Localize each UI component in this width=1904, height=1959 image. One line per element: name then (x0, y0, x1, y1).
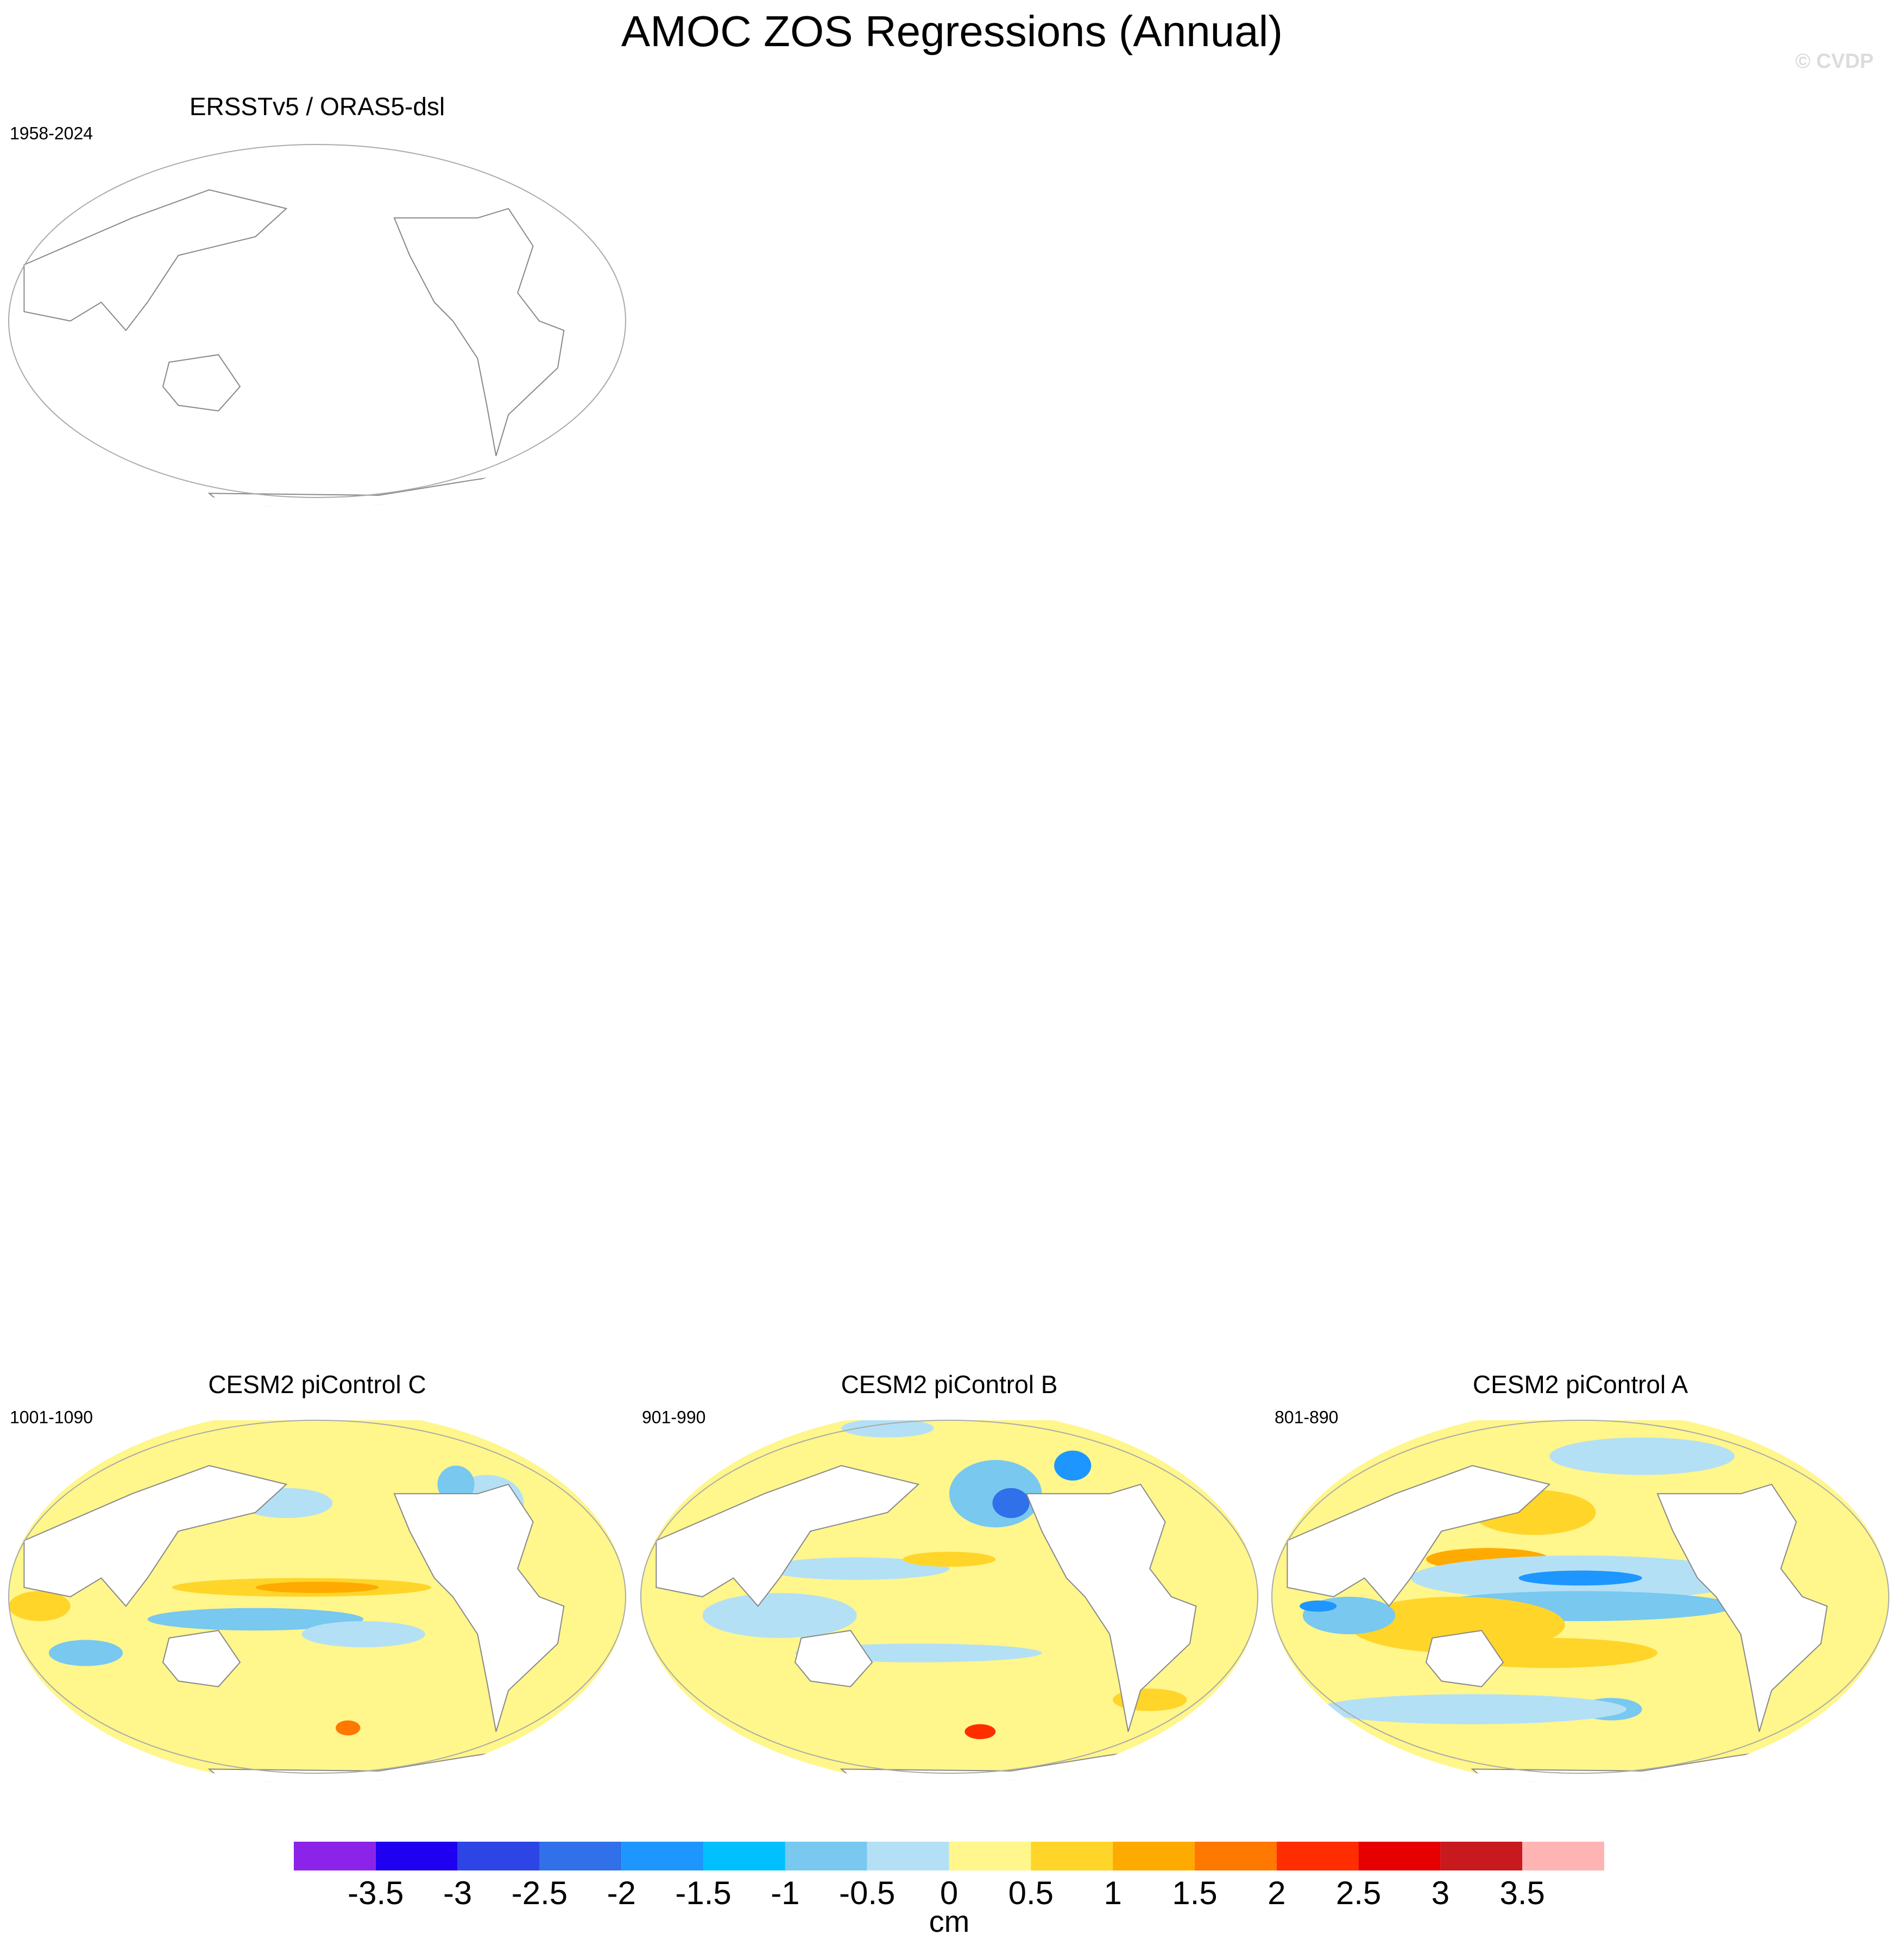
panel-period: 1001-1090 (10, 1407, 93, 1427)
figure-title: AMOC ZOS Regressions (Annual) (621, 7, 1283, 55)
land (393, 207, 565, 456)
land (162, 1630, 241, 1687)
colorbar-tick-label: -0.5 (839, 1875, 895, 1911)
colorbar-tick-label: -1 (771, 1875, 799, 1911)
pole-mask (9, 497, 626, 508)
field-patch (1300, 1600, 1337, 1612)
colorbar-box (867, 1842, 949, 1870)
colorbar-tick-label: 3 (1432, 1875, 1449, 1911)
panel-title: CESM2 piControl B (841, 1370, 1058, 1399)
panel-period: 1958-2024 (10, 123, 93, 143)
field-patch (48, 1640, 123, 1666)
colorbar-tick-label: 3.5 (1499, 1875, 1544, 1911)
colorbar-tick-label: 0.5 (1008, 1875, 1054, 1911)
pole-mask (9, 1773, 626, 1784)
map (9, 134, 626, 508)
field-patch (1349, 1597, 1565, 1653)
field-patch (841, 1419, 934, 1438)
colorbar-tick-label: 2 (1268, 1875, 1285, 1911)
colorbar-box (457, 1842, 540, 1870)
colorbar-tick-label: -2 (607, 1875, 636, 1911)
field-patch (964, 1724, 996, 1740)
colorbar-box (1113, 1842, 1195, 1870)
map (1272, 1409, 1889, 1784)
pole-mask (1272, 1773, 1889, 1784)
colorbar-box (1440, 1842, 1523, 1870)
field-patch (1318, 1694, 1627, 1724)
colorbar-tick-label: 2.5 (1336, 1875, 1381, 1911)
field-patch (9, 1591, 71, 1621)
map-border (640, 1420, 1258, 1774)
colorbar-tick-label: -3.5 (348, 1875, 404, 1911)
colorbar-tick-label: 1.5 (1172, 1875, 1217, 1911)
colorbar-box (1276, 1842, 1359, 1870)
colorbar-box (949, 1842, 1031, 1870)
map (9, 1409, 626, 1784)
pole-mask (641, 1409, 1258, 1420)
land (23, 1465, 288, 1607)
map-border (1271, 1420, 1889, 1774)
panel-period: 801-890 (1275, 1407, 1338, 1427)
panel-period: 901-990 (642, 1407, 705, 1427)
panel-title: CESM2 piControl A (1473, 1370, 1688, 1399)
field-patch (255, 1582, 379, 1593)
colorbar-tick-label: 1 (1104, 1875, 1121, 1911)
map (641, 1409, 1258, 1784)
pole-mask (1272, 1409, 1889, 1420)
field-patch (764, 1557, 949, 1580)
land (1425, 1630, 1504, 1687)
field-patch (702, 1593, 857, 1638)
colorbar-box (539, 1842, 622, 1870)
field-patch (336, 1720, 361, 1736)
colorbar-tick-label: -3 (443, 1875, 472, 1911)
colorbar-box (785, 1842, 867, 1870)
land (162, 354, 241, 412)
field-patch (903, 1552, 996, 1567)
pole-mask (9, 134, 626, 144)
land (393, 1483, 565, 1732)
field-patch (1054, 1450, 1092, 1481)
colorbar-box (1031, 1842, 1113, 1870)
land (1287, 1465, 1551, 1607)
colorbar-box (294, 1842, 376, 1870)
land (1025, 1483, 1197, 1732)
pole-mask (9, 1409, 626, 1420)
map-border (8, 144, 626, 498)
colorbar-label: cm (929, 1904, 970, 1938)
panel-title: ERSSTv5 / ORAS5-dsl (190, 92, 445, 121)
colorbar-box (703, 1842, 785, 1870)
colorbar-box (621, 1842, 704, 1870)
colorbar-tick-label: -2.5 (512, 1875, 568, 1911)
land (1656, 1483, 1828, 1732)
pole-mask (641, 1773, 1258, 1784)
panel-title: CESM2 piControl C (208, 1370, 426, 1399)
colorbar-box (1358, 1842, 1441, 1870)
map-border (8, 1420, 626, 1774)
field-patch (1518, 1570, 1642, 1586)
field-patch (992, 1488, 1030, 1519)
colorbar-tick-label: -1.5 (675, 1875, 731, 1911)
colorbar-box (1194, 1842, 1277, 1870)
colorbar-tick-label: 0 (940, 1875, 958, 1911)
field-patch (301, 1621, 425, 1648)
land (23, 189, 288, 331)
field-patch (147, 1608, 364, 1631)
colorbar-box (375, 1842, 458, 1870)
land (655, 1465, 920, 1607)
watermark: © CVDP (1795, 50, 1874, 73)
colorbar-box (1522, 1842, 1604, 1870)
land (794, 1630, 873, 1687)
field-patch (1549, 1437, 1735, 1475)
